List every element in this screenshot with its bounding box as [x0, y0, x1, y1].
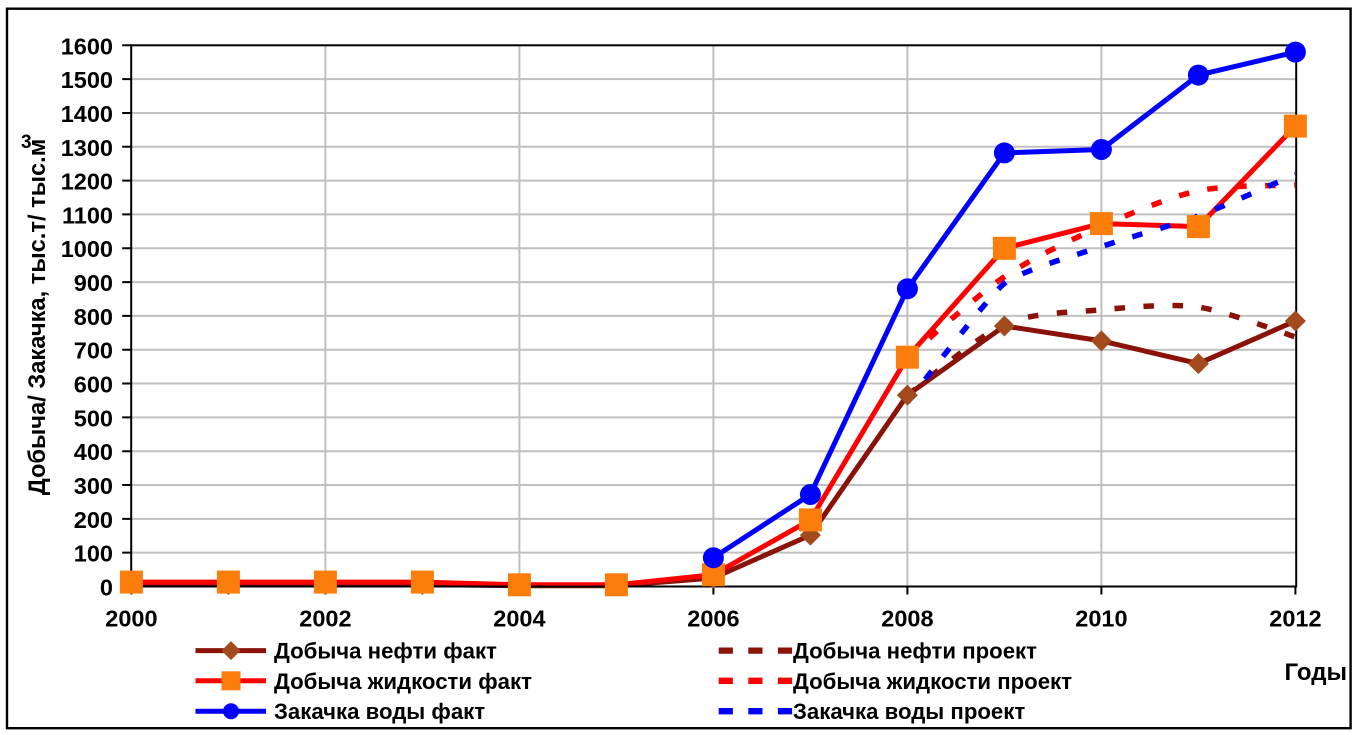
svg-text:0: 0 — [100, 575, 113, 601]
svg-text:2000: 2000 — [105, 606, 157, 632]
svg-text:Добыча нефти факт: Добыча нефти факт — [274, 639, 497, 664]
svg-text:2006: 2006 — [687, 606, 739, 632]
svg-text:700: 700 — [74, 338, 113, 364]
svg-text:600: 600 — [74, 372, 113, 398]
svg-text:1600: 1600 — [61, 33, 113, 59]
svg-text:1100: 1100 — [62, 202, 113, 228]
svg-text:1300: 1300 — [61, 135, 113, 161]
svg-text:1400: 1400 — [61, 101, 113, 127]
svg-text:900: 900 — [74, 270, 113, 296]
svg-text:800: 800 — [74, 304, 113, 330]
svg-text:3: 3 — [21, 132, 32, 153]
svg-text:1000: 1000 — [61, 236, 113, 262]
svg-text:100: 100 — [74, 541, 113, 567]
svg-text:2010: 2010 — [1075, 606, 1127, 632]
svg-text:1500: 1500 — [61, 67, 113, 93]
svg-text:200: 200 — [74, 507, 113, 533]
svg-text:Добыча/ Закачка, тыс.т/ тыс.м: Добыча/ Закачка, тыс.т/ тыс.м — [25, 139, 51, 495]
svg-text:300: 300 — [74, 473, 113, 499]
svg-text:2002: 2002 — [299, 606, 351, 632]
svg-text:Закачка воды факт: Закачка воды факт — [274, 699, 485, 724]
svg-text:Годы: Годы — [1285, 659, 1347, 686]
svg-text:500: 500 — [74, 405, 113, 431]
svg-text:400: 400 — [74, 439, 113, 465]
svg-text:Добыча нефти проект: Добыча нефти проект — [793, 639, 1037, 664]
svg-text:Добыча жидкости факт: Добыча жидкости факт — [274, 669, 532, 694]
svg-text:Закачка воды проект: Закачка воды проект — [793, 699, 1025, 724]
svg-text:Добыча жидкости проект: Добыча жидкости проект — [793, 669, 1072, 694]
svg-text:1200: 1200 — [61, 169, 113, 195]
svg-text:2008: 2008 — [881, 606, 933, 632]
svg-text:2004: 2004 — [493, 606, 545, 632]
svg-text:2012: 2012 — [1269, 606, 1321, 632]
